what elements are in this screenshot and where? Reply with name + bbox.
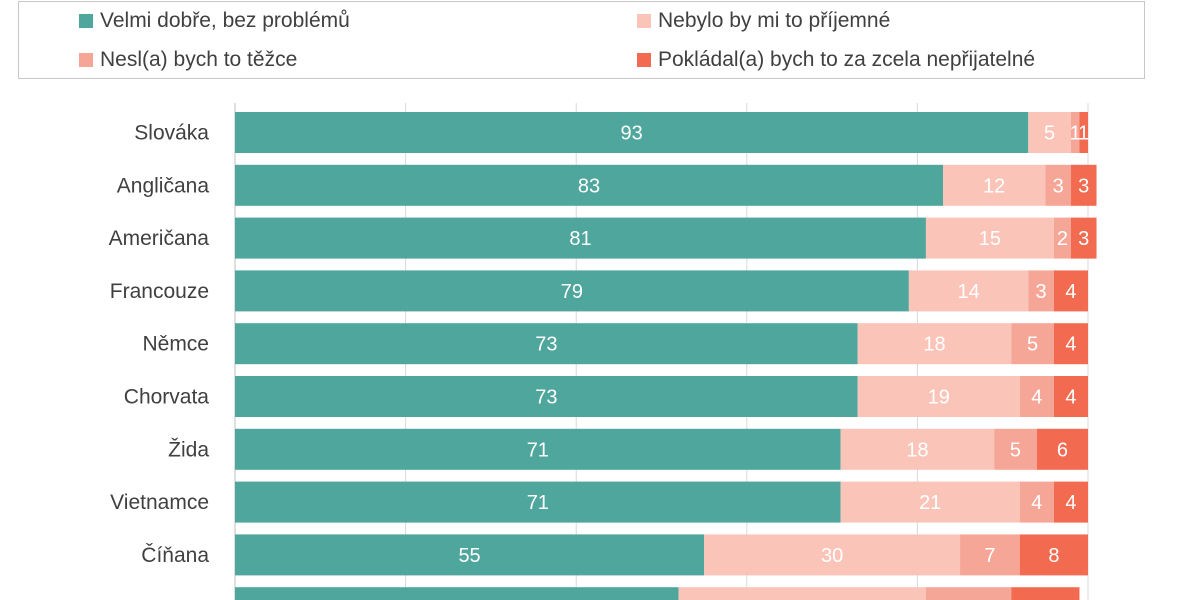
legend: Velmi dobře, bez problémů Nebylo by mi t… bbox=[18, 1, 1145, 79]
data-label: 73 bbox=[535, 334, 557, 356]
bar-segment bbox=[704, 534, 961, 576]
legend-label: Velmi dobře, bez problémů bbox=[100, 9, 350, 32]
category-label: Němce bbox=[142, 333, 209, 356]
bar-segment bbox=[857, 323, 1012, 365]
bar-segment bbox=[1053, 323, 1088, 365]
data-label: 4 bbox=[1065, 492, 1076, 514]
legend-label: Pokládal(a) bych to za zcela nepřijateln… bbox=[658, 48, 1036, 71]
data-label: 1 bbox=[1078, 123, 1089, 145]
bar-segment bbox=[235, 534, 705, 576]
bar-segment bbox=[1053, 270, 1088, 312]
bar-segment bbox=[1070, 164, 1097, 206]
data-label: 55 bbox=[458, 545, 480, 567]
legend-swatch bbox=[637, 53, 651, 67]
bar-segment bbox=[1053, 481, 1088, 523]
bar-segment bbox=[1011, 323, 1054, 365]
data-label: 18 bbox=[906, 439, 928, 461]
bar-segment bbox=[235, 481, 841, 523]
data-label: 19 bbox=[928, 387, 950, 409]
data-label: 4 bbox=[1065, 387, 1076, 409]
data-label: 7 bbox=[984, 545, 995, 567]
bar-segment bbox=[1036, 428, 1088, 470]
data-label: 3 bbox=[1036, 281, 1047, 303]
data-label: 2 bbox=[1057, 228, 1068, 250]
bar-segment bbox=[235, 428, 841, 470]
bar-segment bbox=[235, 112, 1029, 153]
data-label: 81 bbox=[569, 228, 591, 250]
data-label: 30 bbox=[821, 545, 843, 567]
legend-label: Nebylo by mi to příjemné bbox=[658, 9, 891, 32]
data-label: 5 bbox=[1027, 334, 1038, 356]
bar-segment bbox=[235, 323, 858, 365]
data-label: 71 bbox=[527, 492, 549, 514]
data-label: 3 bbox=[1078, 175, 1089, 197]
data-label: 83 bbox=[578, 175, 600, 197]
bar-segment bbox=[942, 164, 1046, 206]
legend-item-nebylo-by: Nebylo by mi to příjemné bbox=[637, 6, 890, 36]
bar-segment bbox=[1045, 164, 1071, 206]
bar-segment bbox=[235, 217, 926, 259]
data-label: 6 bbox=[1057, 439, 1068, 461]
bar-segment bbox=[1053, 376, 1088, 417]
bar-segment bbox=[1028, 112, 1071, 153]
data-label: 93 bbox=[621, 123, 643, 145]
data-label: 8 bbox=[1048, 545, 1059, 567]
bar-segment bbox=[960, 534, 1020, 576]
bar-segment bbox=[925, 587, 1012, 600]
bar-segment bbox=[678, 587, 926, 600]
bar-segment bbox=[235, 164, 943, 206]
legend-swatch bbox=[637, 14, 651, 28]
data-label: 14 bbox=[957, 281, 979, 303]
data-label: 5 bbox=[1044, 123, 1055, 145]
bar-segment bbox=[908, 270, 1029, 312]
data-label: 71 bbox=[527, 439, 549, 461]
data-label: 21 bbox=[919, 492, 941, 514]
data-label: 4 bbox=[1065, 281, 1076, 303]
data-label: 4 bbox=[1031, 387, 1042, 409]
bar-segment bbox=[840, 481, 1020, 523]
legend-label: Nesl(a) bych to těžce bbox=[100, 48, 298, 71]
bar-segment bbox=[994, 428, 1037, 470]
legend-item-nesl-bych: Nesl(a) bych to těžce bbox=[79, 45, 297, 75]
data-label: 3 bbox=[1078, 228, 1089, 250]
bar-segment bbox=[235, 587, 679, 600]
legend-item-nepřijatelne: Pokládal(a) bych to za zcela nepřijateln… bbox=[637, 45, 1035, 75]
category-label: Angličana bbox=[117, 174, 210, 197]
data-label: 12 bbox=[983, 175, 1005, 197]
bar-segment bbox=[1079, 112, 1088, 153]
bar-segment bbox=[1028, 270, 1054, 312]
bar-segment bbox=[1019, 534, 1088, 576]
category-label: Slováka bbox=[134, 122, 209, 145]
data-label: 79 bbox=[561, 281, 583, 303]
legend-item-velmi-dobre: Velmi dobře, bez problémů bbox=[79, 6, 350, 36]
bar-segment bbox=[1070, 217, 1097, 259]
bar-segment bbox=[1070, 112, 1080, 153]
legend-swatch bbox=[79, 14, 93, 28]
data-label: 1 bbox=[1070, 123, 1081, 145]
bar-segment bbox=[1019, 376, 1054, 417]
bar-segment bbox=[235, 270, 909, 312]
category-label: Francouze bbox=[110, 280, 209, 303]
bar-segment bbox=[1011, 587, 1080, 600]
data-label: 5 bbox=[1010, 439, 1021, 461]
category-label: Chorvata bbox=[124, 386, 210, 409]
bar-segment bbox=[925, 217, 1054, 259]
category-label: Američana bbox=[109, 227, 210, 250]
data-label: 18 bbox=[923, 334, 945, 356]
bar-segment bbox=[235, 376, 858, 417]
data-label: 3 bbox=[1053, 175, 1064, 197]
bar-segment bbox=[1019, 481, 1054, 523]
category-label: Vietnamce bbox=[110, 491, 209, 514]
data-label: 4 bbox=[1065, 334, 1076, 356]
category-label: Žida bbox=[168, 438, 209, 461]
bar-segment bbox=[1053, 217, 1071, 259]
category-label: Číňana bbox=[141, 544, 209, 567]
data-label: 15 bbox=[979, 228, 1001, 250]
bar-segment bbox=[857, 376, 1020, 417]
bar-segment bbox=[840, 428, 995, 470]
data-label: 4 bbox=[1031, 492, 1042, 514]
legend-swatch bbox=[79, 53, 93, 67]
data-label: 73 bbox=[535, 387, 557, 409]
